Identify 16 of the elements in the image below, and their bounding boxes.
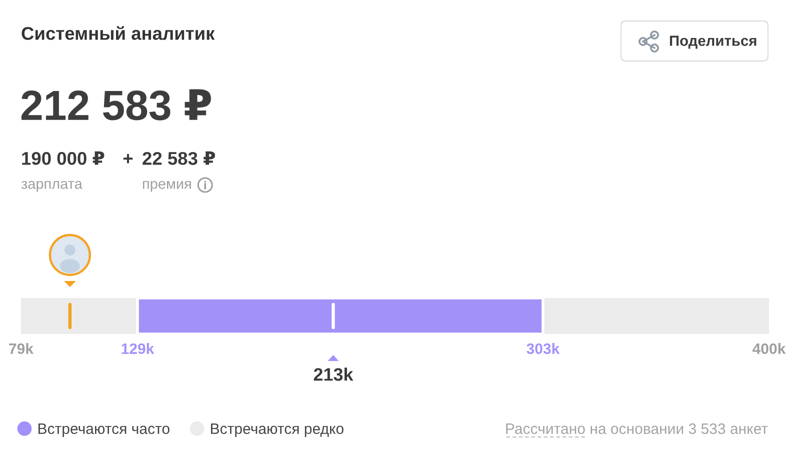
x-tick-label: 303k <box>526 343 560 354</box>
x-tick-label: 79k <box>9 343 34 354</box>
x-tick-label: 129k <box>122 343 154 354</box>
x-tick-label: 400k <box>752 343 786 354</box>
text: Поделиться <box>670 36 756 49</box>
text: 190 000 ₽ <box>22 151 104 165</box>
text: 22 583 ₽ <box>142 151 216 165</box>
text: премия <box>143 180 191 192</box>
chart-title: Системный аналитик <box>22 26 215 40</box>
text: + <box>123 154 133 164</box>
chart-subtitle: 212 583 ₽ <box>21 89 211 120</box>
ref-line-label: 213k <box>314 368 354 381</box>
text: зарплата <box>21 180 82 192</box>
legend-label: Встречаются редко <box>211 424 344 437</box>
text: Рассчитано на основании 3 533 анкет <box>506 423 768 434</box>
legend-label: Встречаются часто <box>38 424 170 437</box>
